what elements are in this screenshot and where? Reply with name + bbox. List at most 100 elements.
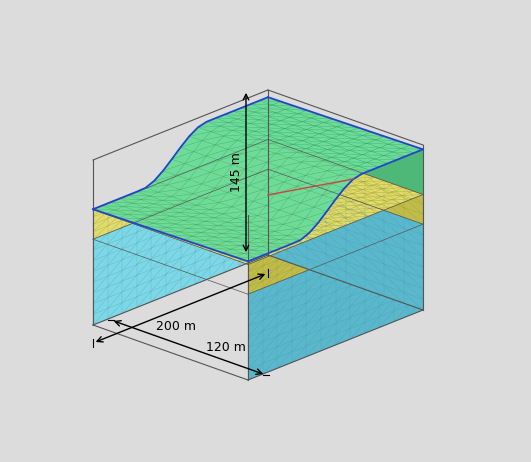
Polygon shape: [306, 145, 328, 153]
Polygon shape: [349, 147, 371, 155]
Polygon shape: [185, 136, 189, 173]
Polygon shape: [259, 141, 263, 173]
Polygon shape: [401, 145, 423, 153]
Polygon shape: [314, 195, 336, 212]
Polygon shape: [214, 214, 236, 222]
Polygon shape: [150, 181, 154, 187]
Polygon shape: [255, 101, 259, 145]
Polygon shape: [119, 197, 124, 229]
Text: 145 m: 145 m: [229, 152, 243, 193]
Polygon shape: [197, 221, 218, 229]
Polygon shape: [336, 142, 358, 150]
Polygon shape: [210, 202, 232, 214]
Polygon shape: [201, 210, 223, 218]
Polygon shape: [241, 123, 263, 131]
Polygon shape: [268, 113, 289, 121]
Polygon shape: [211, 126, 233, 136]
Polygon shape: [375, 156, 397, 164]
Polygon shape: [345, 139, 367, 147]
Polygon shape: [185, 152, 207, 168]
Polygon shape: [163, 159, 185, 175]
Polygon shape: [102, 204, 106, 236]
Polygon shape: [323, 184, 344, 200]
Polygon shape: [328, 146, 349, 154]
Polygon shape: [380, 144, 401, 152]
Polygon shape: [115, 199, 119, 231]
Polygon shape: [189, 128, 211, 140]
Polygon shape: [145, 185, 150, 188]
Polygon shape: [167, 175, 189, 189]
Polygon shape: [154, 183, 159, 215]
Polygon shape: [219, 193, 241, 207]
Polygon shape: [244, 231, 266, 239]
Polygon shape: [245, 201, 267, 216]
Polygon shape: [102, 202, 123, 210]
Polygon shape: [357, 163, 379, 170]
Polygon shape: [332, 154, 354, 162]
Polygon shape: [181, 136, 202, 152]
Polygon shape: [371, 148, 392, 156]
Polygon shape: [289, 114, 311, 122]
Polygon shape: [340, 150, 362, 158]
Polygon shape: [249, 216, 270, 227]
Polygon shape: [193, 213, 214, 221]
Polygon shape: [206, 188, 228, 202]
Polygon shape: [236, 169, 258, 185]
Polygon shape: [132, 192, 137, 224]
Polygon shape: [272, 121, 294, 128]
Polygon shape: [297, 149, 319, 157]
Polygon shape: [153, 219, 175, 227]
Polygon shape: [194, 168, 198, 199]
Polygon shape: [215, 136, 237, 149]
Polygon shape: [367, 140, 388, 148]
Polygon shape: [218, 241, 239, 249]
Polygon shape: [224, 164, 245, 181]
Polygon shape: [229, 153, 233, 185]
Polygon shape: [249, 239, 270, 247]
Polygon shape: [255, 143, 259, 175]
Polygon shape: [189, 205, 210, 213]
Polygon shape: [262, 220, 284, 231]
Polygon shape: [332, 134, 354, 142]
Polygon shape: [150, 185, 154, 217]
Polygon shape: [189, 131, 194, 171]
Polygon shape: [198, 122, 220, 132]
Polygon shape: [311, 115, 332, 122]
Polygon shape: [237, 150, 242, 182]
Polygon shape: [137, 188, 158, 196]
Polygon shape: [167, 178, 172, 209]
Polygon shape: [172, 189, 193, 201]
Polygon shape: [106, 202, 110, 204]
Polygon shape: [145, 181, 167, 192]
Polygon shape: [284, 214, 305, 229]
Polygon shape: [110, 201, 115, 232]
Polygon shape: [180, 180, 202, 194]
Polygon shape: [306, 126, 328, 134]
Polygon shape: [248, 195, 423, 294]
Polygon shape: [132, 192, 137, 194]
Polygon shape: [150, 192, 172, 201]
Polygon shape: [280, 117, 302, 125]
Text: 200 m: 200 m: [156, 320, 195, 333]
Polygon shape: [246, 112, 268, 120]
Polygon shape: [154, 171, 176, 185]
Polygon shape: [293, 162, 314, 176]
Polygon shape: [267, 153, 288, 167]
Polygon shape: [279, 198, 301, 214]
Polygon shape: [248, 224, 423, 380]
Polygon shape: [328, 127, 350, 134]
Polygon shape: [314, 161, 336, 171]
Polygon shape: [294, 122, 315, 129]
Polygon shape: [244, 250, 266, 258]
Polygon shape: [216, 115, 237, 122]
Polygon shape: [288, 229, 309, 240]
Polygon shape: [162, 216, 184, 224]
Polygon shape: [324, 119, 346, 127]
Polygon shape: [193, 184, 215, 198]
Polygon shape: [215, 176, 236, 193]
Polygon shape: [311, 134, 332, 142]
Polygon shape: [245, 158, 267, 173]
Polygon shape: [236, 211, 258, 223]
Polygon shape: [229, 111, 233, 155]
Polygon shape: [194, 128, 198, 169]
